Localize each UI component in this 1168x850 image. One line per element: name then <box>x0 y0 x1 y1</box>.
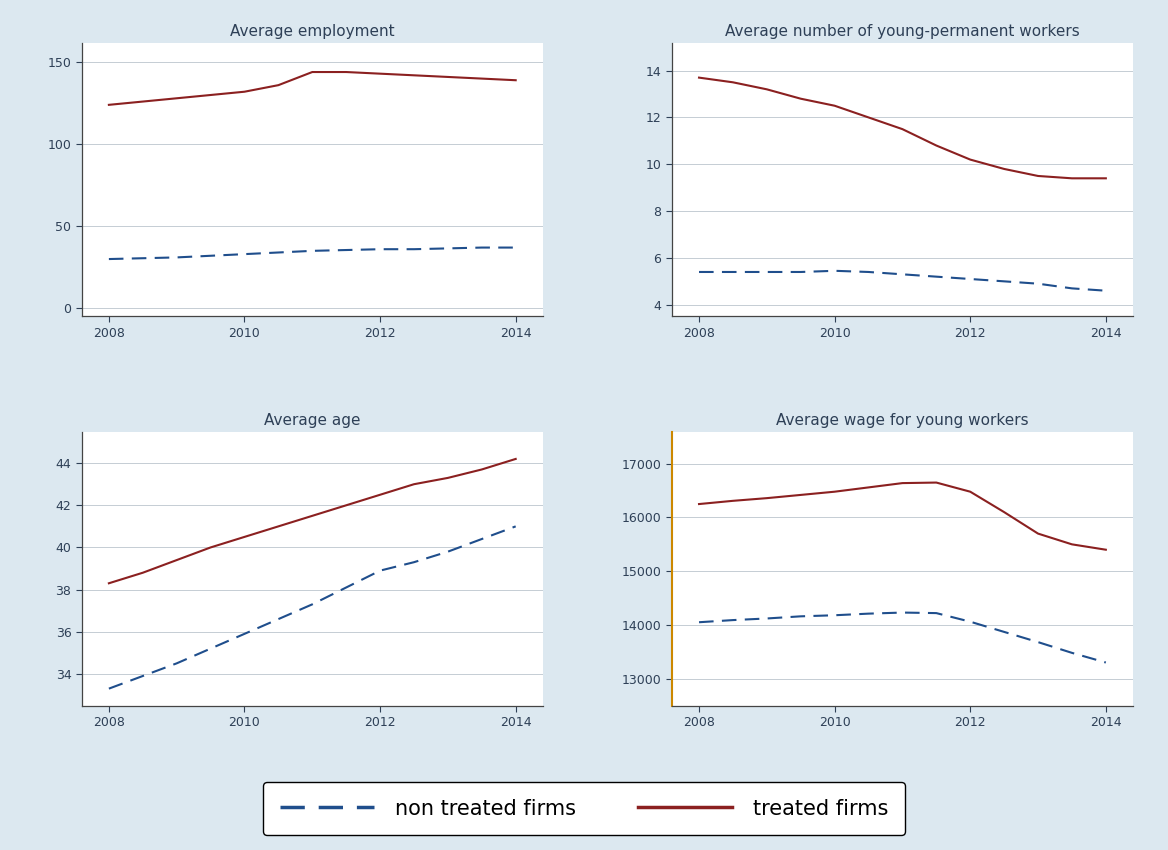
Title: Average employment: Average employment <box>230 24 395 38</box>
Title: Average age: Average age <box>264 412 361 428</box>
Title: Average number of young-permanent workers: Average number of young-permanent worker… <box>725 24 1079 38</box>
Legend: non treated firms, treated firms: non treated firms, treated firms <box>263 782 905 836</box>
Title: Average wage for young workers: Average wage for young workers <box>776 412 1029 428</box>
